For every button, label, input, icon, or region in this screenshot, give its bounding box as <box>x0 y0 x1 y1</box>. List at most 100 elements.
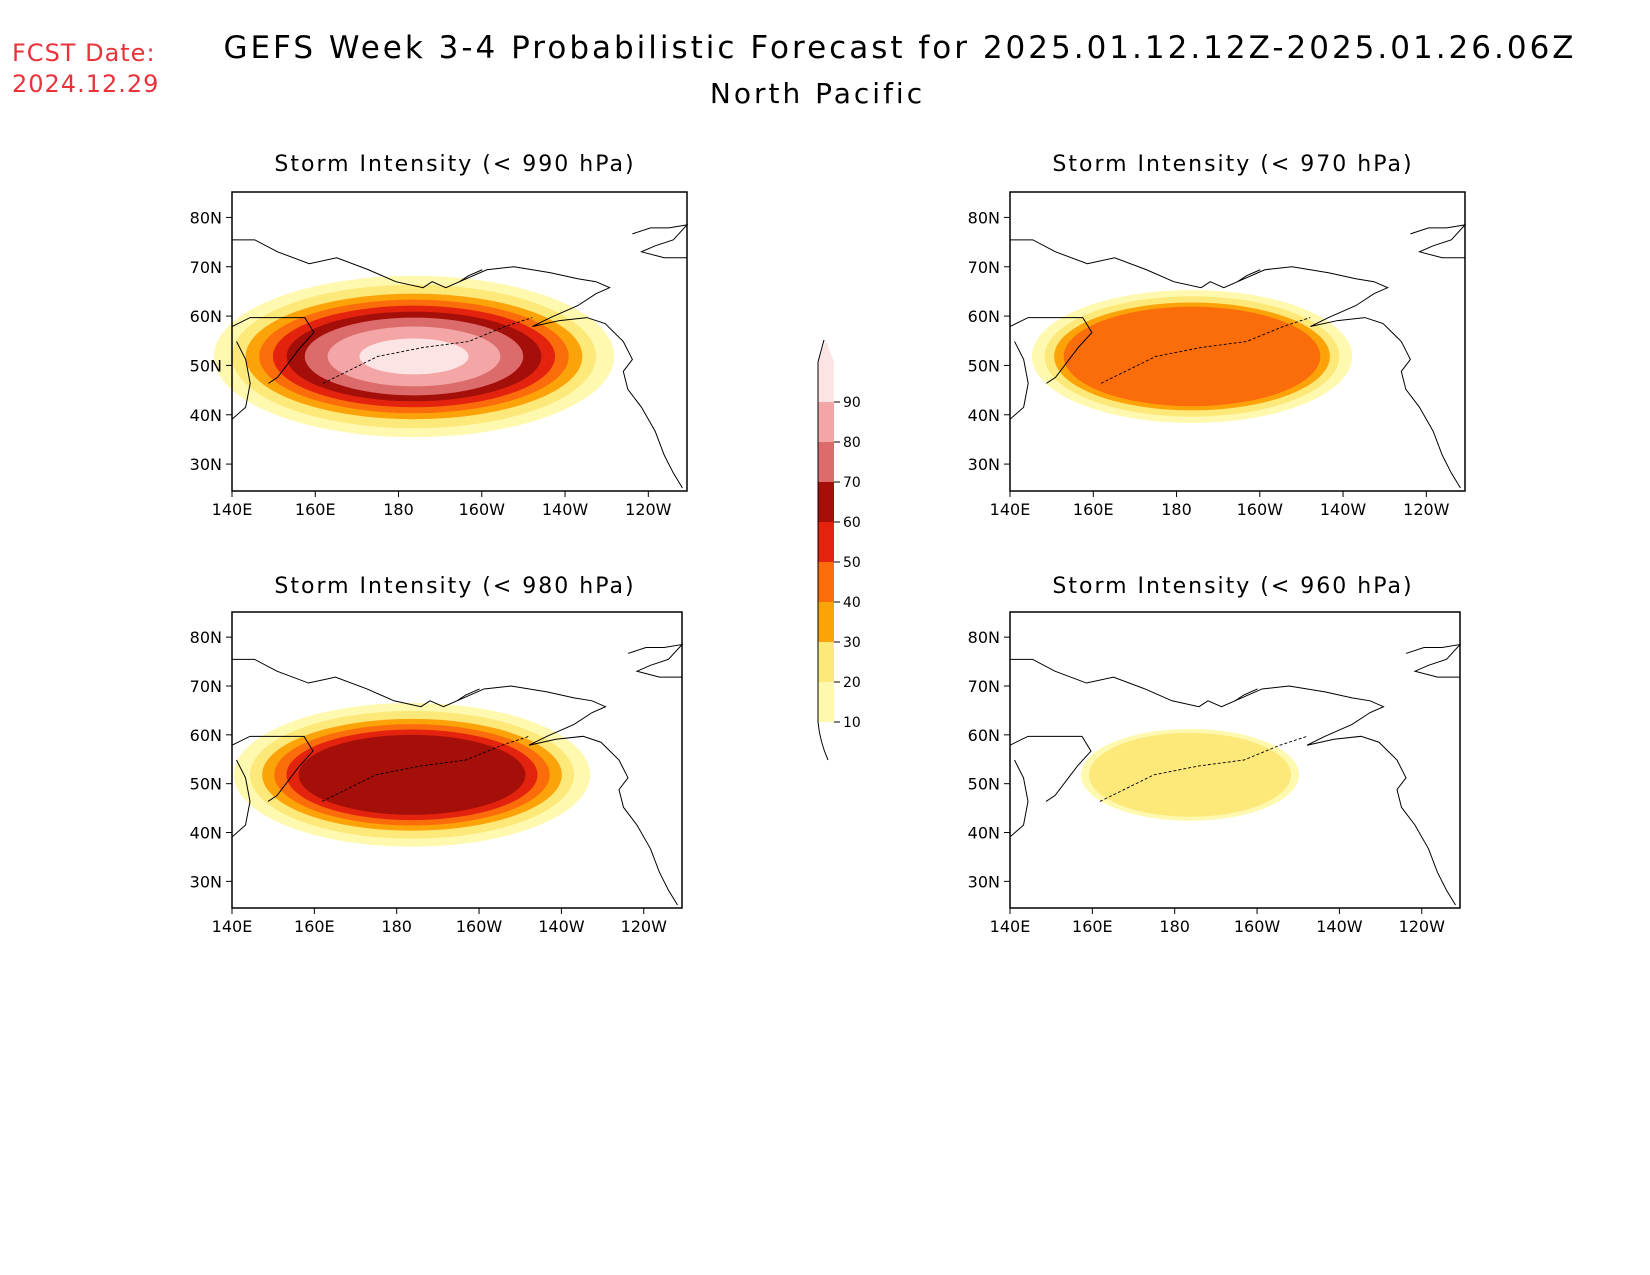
lat-label: 60N <box>190 726 222 745</box>
lat-label: 80N <box>190 628 222 647</box>
map-panel-p970: 80N 70N 60N 50N 40N 30N 140E 160E 180 160W 140W 120… <box>968 191 1467 519</box>
lon-label: 160E <box>1072 917 1113 936</box>
colorbar-top-cap <box>818 340 834 362</box>
lat-label: 40N <box>968 824 1000 843</box>
colorbar-swatch <box>818 682 834 722</box>
coastline <box>231 759 251 838</box>
panel-title-960: Storm Intensity (< 960 hPa) <box>1052 574 1414 599</box>
coastline <box>1410 224 1467 259</box>
map-frame <box>231 611 683 909</box>
coastline <box>1405 643 1462 678</box>
coastline <box>231 735 314 802</box>
map-panel-p960: 80N 70N 60N 50N 40N 30N 140E 160E 180 160W 140W 120… <box>968 611 1462 936</box>
fcst-date-value: 2024.12.29 <box>12 70 160 98</box>
aleutian-islands <box>1100 317 1311 384</box>
lat-label: 30N <box>190 455 222 474</box>
colorbar-label: 40 <box>843 595 861 611</box>
colorbar: 10 20 30 40 50 60 70 80 90 <box>817 339 861 761</box>
map-panel-p990: 80N 70N 60N 50N 40N 30N 140E 160E 180 160W 140W 120… <box>190 191 689 519</box>
lat-label: 60N <box>968 307 1000 326</box>
lon-label: 140W <box>542 500 589 519</box>
forecast-date: FCST Date: 2024.12.29 <box>12 38 159 100</box>
lat-label: 40N <box>190 824 222 843</box>
lat-label: 50N <box>968 775 1000 794</box>
coastline <box>459 266 683 489</box>
colorbar-border <box>817 721 829 761</box>
colorbar-swatch <box>818 602 834 642</box>
lon-label: 180 <box>1161 500 1192 519</box>
lat-label: 70N <box>190 677 222 696</box>
coastline <box>1234 685 1456 906</box>
panel-title-990: Storm Intensity (< 990 hPa) <box>274 152 636 177</box>
probability-contour <box>359 338 469 375</box>
lon-label: 160E <box>294 917 335 936</box>
aleutian-islands <box>322 317 533 384</box>
lon-label: 120W <box>1403 500 1450 519</box>
panel-title-980: Storm Intensity (< 980 hPa) <box>274 574 636 599</box>
lon-label: 120W <box>625 500 672 519</box>
map-frame <box>1009 611 1461 909</box>
lon-label: 180 <box>381 917 412 936</box>
lat-label: 80N <box>968 208 1000 227</box>
lon-label: 160W <box>1234 917 1281 936</box>
lon-label: 160E <box>1073 500 1114 519</box>
lon-label: 160E <box>295 500 336 519</box>
lon-label: 160W <box>459 500 506 519</box>
lat-label: 80N <box>190 208 222 227</box>
lon-label: 120W <box>621 917 668 936</box>
fcst-label: FCST Date: <box>12 39 156 67</box>
colorbar-swatch <box>818 522 834 562</box>
map-frame <box>231 191 688 492</box>
coastline <box>632 224 689 259</box>
colorbar-swatch <box>818 482 834 522</box>
lon-label: 180 <box>1159 917 1190 936</box>
coastline <box>231 341 251 420</box>
colorbar-swatch <box>818 362 834 402</box>
lon-label: 120W <box>1399 917 1446 936</box>
coastline <box>231 317 315 384</box>
lat-label: 50N <box>190 775 222 794</box>
colorbar-swatch <box>818 562 834 602</box>
colorbar-label: 90 <box>843 395 861 411</box>
colorbar-swatch <box>818 642 834 682</box>
lon-label: 140E <box>212 917 253 936</box>
coastline <box>1009 341 1029 420</box>
lon-label: 140W <box>538 917 585 936</box>
lon-label: 140E <box>212 500 253 519</box>
coastline <box>456 685 678 906</box>
page-title: GEFS Week 3-4 Probabilistic Forecast for… <box>223 30 1577 66</box>
probability-contour <box>298 734 526 815</box>
colorbar-label: 70 <box>843 475 861 491</box>
colorbar-label: 20 <box>843 675 861 691</box>
coastline <box>1009 317 1093 384</box>
lat-label: 30N <box>968 455 1000 474</box>
coastline <box>1009 759 1029 838</box>
colorbar-swatch <box>818 442 834 482</box>
map-frame <box>1009 191 1466 492</box>
lat-label: 40N <box>190 406 222 425</box>
colorbar-label: 60 <box>843 515 861 531</box>
lat-label: 70N <box>968 258 1000 277</box>
aleutian-islands <box>321 735 530 802</box>
lon-label: 140E <box>990 917 1031 936</box>
coastline <box>627 643 684 678</box>
panel-title-970: Storm Intensity (< 970 hPa) <box>1052 152 1414 177</box>
coastline <box>1009 735 1092 802</box>
lon-label: 140W <box>1316 917 1363 936</box>
lon-label: 180 <box>383 500 414 519</box>
lat-label: 40N <box>968 406 1000 425</box>
colorbar-label: 30 <box>843 635 861 651</box>
map-panel-p980: 80N 70N 60N 50N 40N 30N 140E 160E 180 160W 140W 120… <box>190 611 684 936</box>
aleutian-islands <box>1099 735 1308 802</box>
lat-label: 50N <box>968 356 1000 375</box>
colorbar-swatch <box>818 402 834 442</box>
colorbar-bottom-cap <box>818 722 834 758</box>
lon-label: 160W <box>456 917 503 936</box>
probability-contour <box>1089 732 1291 817</box>
lon-label: 140E <box>990 500 1031 519</box>
colorbar-label: 50 <box>843 555 861 571</box>
lat-label: 70N <box>190 258 222 277</box>
lat-label: 70N <box>968 677 1000 696</box>
lat-label: 60N <box>190 307 222 326</box>
